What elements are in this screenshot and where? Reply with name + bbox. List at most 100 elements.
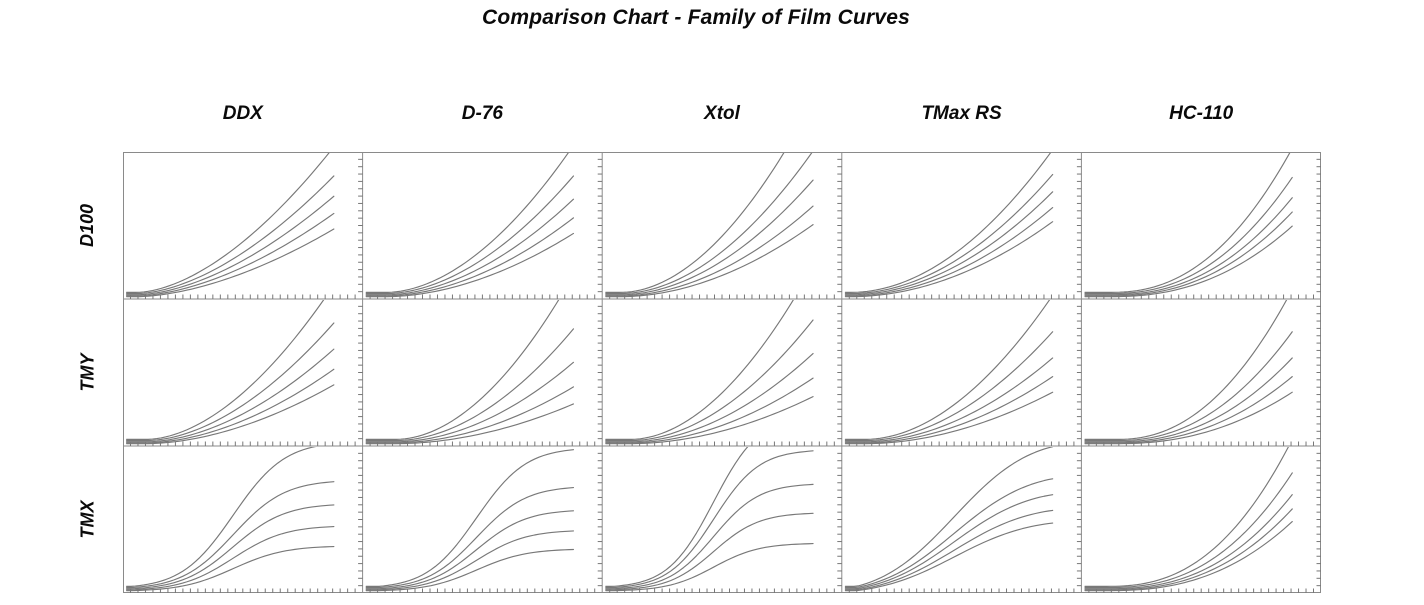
film-curve — [126, 384, 335, 445]
film-curve — [1084, 494, 1293, 590]
film-curve — [844, 522, 1054, 592]
cell-TMY-HC-110 — [1084, 300, 1293, 445]
cell-TMY-D-76 — [365, 300, 575, 445]
row-label-d100: D100 — [77, 203, 98, 248]
film-curve — [844, 153, 1052, 293]
film-curve — [1084, 211, 1293, 297]
cell-D100-DDX — [126, 153, 335, 298]
film-curve — [605, 300, 794, 440]
film-curve — [126, 481, 335, 589]
cell-D100-D-76 — [365, 153, 575, 298]
film-curve — [844, 221, 1054, 298]
film-curve — [126, 545, 335, 592]
cell-TMX-DDX — [126, 447, 335, 592]
film-curve — [605, 153, 813, 295]
film-curve — [605, 224, 814, 298]
cell-TMX-D-76 — [365, 449, 575, 592]
film-curve — [365, 548, 575, 592]
film-curve — [126, 175, 335, 295]
film-curve — [126, 447, 317, 587]
film-curve — [605, 179, 814, 296]
film-curve — [365, 153, 569, 293]
film-curve — [1084, 508, 1293, 591]
film-curve — [844, 447, 1054, 587]
film-curve — [844, 391, 1054, 445]
film-curve — [605, 512, 814, 591]
film-curve — [365, 198, 575, 296]
column-header-xtol: Xtol — [704, 103, 740, 124]
film-curve — [365, 232, 575, 298]
film-curve — [365, 386, 575, 444]
film-curve — [605, 352, 814, 443]
film-curve — [126, 195, 335, 296]
film-curve — [844, 331, 1054, 442]
film-curve — [605, 396, 814, 445]
film-curve — [126, 153, 330, 293]
film-curve — [126, 300, 325, 440]
film-curve — [1084, 153, 1291, 293]
film-curve — [605, 450, 814, 589]
cell-TMY-Xtol — [605, 300, 814, 445]
film-curve — [844, 206, 1054, 297]
film-curve — [605, 447, 749, 587]
film-curve — [1084, 357, 1293, 443]
film-curve — [365, 449, 575, 587]
cell-D100-HC-110 — [1084, 153, 1293, 298]
film-curve — [365, 510, 575, 590]
film-curve — [1084, 176, 1293, 295]
cell-TMX-HC-110 — [1084, 447, 1293, 592]
film-curve — [126, 348, 335, 443]
film-curve — [605, 483, 814, 590]
film-curve — [844, 191, 1054, 296]
film-curve — [1084, 391, 1293, 445]
film-curve — [1084, 197, 1293, 296]
cell-D100-Xtol — [605, 153, 814, 298]
curves-grid — [123, 152, 1321, 593]
column-headers: DDX D-76 Xtol TMax RS HC-110 — [123, 98, 1321, 130]
film-curve — [365, 217, 575, 297]
column-header-tmaxrs: TMax RS — [921, 103, 1002, 124]
film-curve — [126, 504, 335, 590]
cell-TMX-Xtol — [605, 447, 814, 592]
row-label-tmx: TMX — [77, 500, 98, 539]
film-curve — [605, 205, 814, 297]
film-curve — [126, 525, 335, 591]
film-curve — [1084, 376, 1293, 444]
cell-TMX-TMaxRS — [844, 447, 1054, 592]
film-curve — [844, 300, 1051, 440]
film-curve — [365, 403, 575, 445]
cell-D100-TMaxRS — [844, 153, 1054, 298]
film-curve — [844, 376, 1054, 444]
film-curve — [1084, 447, 1289, 587]
film-curve — [844, 357, 1054, 443]
column-header-d76: D-76 — [461, 103, 503, 124]
column-header-ddx: DDX — [222, 103, 263, 124]
film-curve — [365, 328, 575, 442]
film-curve — [126, 228, 335, 298]
cell-TMY-DDX — [126, 300, 335, 445]
film-curve — [1084, 520, 1293, 592]
film-curve — [126, 212, 335, 297]
chart-title: Comparison Chart - Family of Film Curves — [481, 6, 911, 29]
film-curve — [605, 153, 785, 293]
film-curve — [1084, 225, 1293, 298]
film-curve — [605, 319, 814, 442]
film-curve — [1084, 300, 1288, 440]
cell-TMY-TMaxRS — [844, 300, 1054, 445]
film-curve — [365, 487, 575, 589]
film-curve — [365, 175, 575, 295]
film-curve — [1084, 331, 1293, 442]
film-curve — [844, 509, 1054, 591]
film-curve — [365, 530, 575, 591]
film-curve — [126, 368, 335, 444]
column-header-hc110: HC-110 — [1169, 103, 1234, 124]
film-curve — [605, 377, 814, 444]
film-curve — [844, 173, 1054, 295]
film-curve — [844, 494, 1054, 590]
film-curve — [605, 543, 814, 592]
film-curve — [126, 322, 335, 442]
row-label-tmy: TMY — [77, 353, 98, 392]
film-curve — [844, 478, 1054, 589]
film-curve — [365, 300, 560, 440]
